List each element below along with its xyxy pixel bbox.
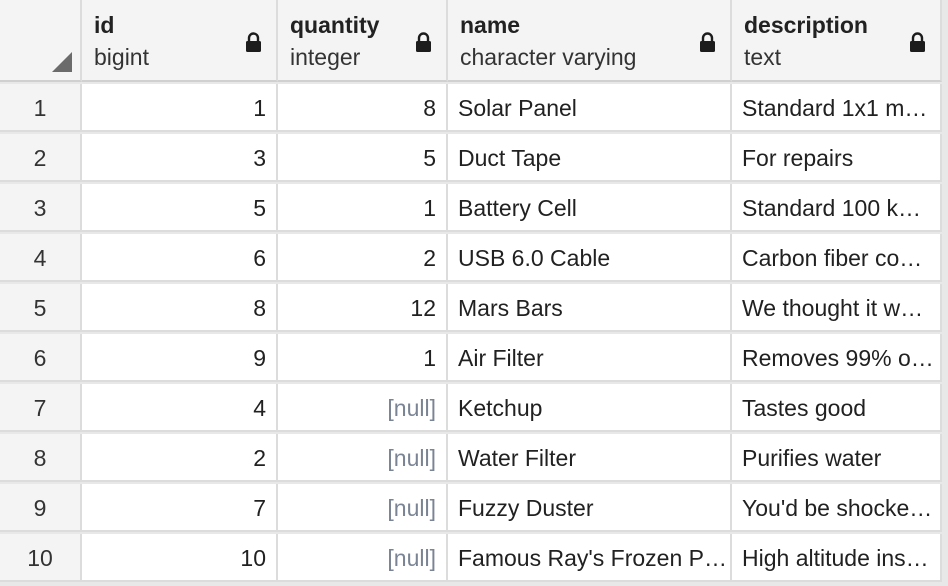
cell-description[interactable]: Tastes good	[732, 384, 942, 432]
cell-id[interactable]: 2	[82, 434, 278, 482]
cell-id[interactable]: 8	[82, 284, 278, 332]
column-name: name	[460, 12, 521, 38]
row-number[interactable]: 10	[0, 534, 82, 582]
cell-id[interactable]: 7	[82, 484, 278, 532]
cell-description[interactable]: You'd be shocke…	[732, 484, 942, 532]
column-name: description	[744, 12, 868, 38]
cell-name[interactable]: Ketchup	[448, 384, 732, 432]
table-row[interactable]: 6 9 1 Air Filter Removes 99% o…	[0, 334, 948, 384]
column-header-description[interactable]: description text	[732, 0, 942, 82]
row-number[interactable]: 1	[0, 84, 82, 132]
row-number[interactable]: 4	[0, 234, 82, 282]
lock-icon	[700, 32, 715, 52]
cell-id[interactable]: 6	[82, 234, 278, 282]
cell-name[interactable]: Fuzzy Duster	[448, 484, 732, 532]
column-name: id	[94, 12, 115, 38]
row-number[interactable]: 5	[0, 284, 82, 332]
cell-name[interactable]: Duct Tape	[448, 134, 732, 182]
select-all-corner[interactable]	[0, 0, 82, 82]
cell-id[interactable]: 5	[82, 184, 278, 232]
cell-name[interactable]: Water Filter	[448, 434, 732, 482]
cell-description[interactable]: Standard 1x1 m…	[732, 84, 942, 132]
cell-quantity-null[interactable]: [null]	[278, 484, 448, 532]
cell-id[interactable]: 4	[82, 384, 278, 432]
cell-description[interactable]: For repairs	[732, 134, 942, 182]
cell-name[interactable]: Battery Cell	[448, 184, 732, 232]
cell-name[interactable]: Air Filter	[448, 334, 732, 382]
cell-description[interactable]: Standard 100 k…	[732, 184, 942, 232]
row-number[interactable]: 9	[0, 484, 82, 532]
table-row[interactable]: 10 10 [null] Famous Ray's Frozen P… High…	[0, 534, 948, 584]
column-name: quantity	[290, 12, 380, 38]
column-header-quantity[interactable]: quantity integer	[278, 0, 448, 82]
cell-description[interactable]: Removes 99% o…	[732, 334, 942, 382]
cell-quantity[interactable]: 8	[278, 84, 448, 132]
column-type: bigint	[94, 44, 149, 70]
lock-icon	[910, 32, 925, 52]
cell-quantity-null[interactable]: [null]	[278, 384, 448, 432]
row-number[interactable]: 7	[0, 384, 82, 432]
cell-quantity[interactable]: 12	[278, 284, 448, 332]
table-row[interactable]: 5 8 12 Mars Bars We thought it w…	[0, 284, 948, 334]
table-row[interactable]: 8 2 [null] Water Filter Purifies water	[0, 434, 948, 484]
cell-description[interactable]: Carbon fiber co…	[732, 234, 942, 282]
cell-id[interactable]: 10	[82, 534, 278, 582]
row-number[interactable]: 3	[0, 184, 82, 232]
cell-id[interactable]: 3	[82, 134, 278, 182]
column-header-id[interactable]: id bigint	[82, 0, 278, 82]
cell-id[interactable]: 1	[82, 84, 278, 132]
cell-name[interactable]: Famous Ray's Frozen P…	[448, 534, 732, 582]
cell-description[interactable]: We thought it w…	[732, 284, 942, 332]
cell-name[interactable]: Mars Bars	[448, 284, 732, 332]
lock-icon	[416, 32, 431, 52]
select-all-triangle-icon	[52, 52, 72, 72]
row-number[interactable]: 6	[0, 334, 82, 382]
row-number[interactable]: 2	[0, 134, 82, 182]
cell-id[interactable]: 9	[82, 334, 278, 382]
column-type: integer	[290, 44, 361, 70]
lock-icon	[246, 32, 261, 52]
cell-name[interactable]: Solar Panel	[448, 84, 732, 132]
cell-description[interactable]: Purifies water	[732, 434, 942, 482]
cell-quantity[interactable]: 5	[278, 134, 448, 182]
table-row[interactable]: 9 7 [null] Fuzzy Duster You'd be shocke…	[0, 484, 948, 534]
cell-quantity[interactable]: 2	[278, 234, 448, 282]
row-number[interactable]: 8	[0, 434, 82, 482]
table-row[interactable]: 7 4 [null] Ketchup Tastes good	[0, 384, 948, 434]
table-row[interactable]: 2 3 5 Duct Tape For repairs	[0, 134, 948, 184]
table-row[interactable]: 3 5 1 Battery Cell Standard 100 k…	[0, 184, 948, 234]
cell-description[interactable]: High altitude ins…	[732, 534, 942, 582]
column-header-name[interactable]: name character varying	[448, 0, 732, 82]
column-type: character varying	[460, 44, 637, 70]
cell-quantity-null[interactable]: [null]	[278, 534, 448, 582]
column-type: text	[744, 44, 782, 70]
table-row[interactable]: 4 6 2 USB 6.0 Cable Carbon fiber co…	[0, 234, 948, 284]
cell-quantity[interactable]: 1	[278, 184, 448, 232]
table-row[interactable]: 1 1 8 Solar Panel Standard 1x1 m…	[0, 84, 948, 134]
cell-quantity[interactable]: 1	[278, 334, 448, 382]
cell-name[interactable]: USB 6.0 Cable	[448, 234, 732, 282]
cell-quantity-null[interactable]: [null]	[278, 434, 448, 482]
